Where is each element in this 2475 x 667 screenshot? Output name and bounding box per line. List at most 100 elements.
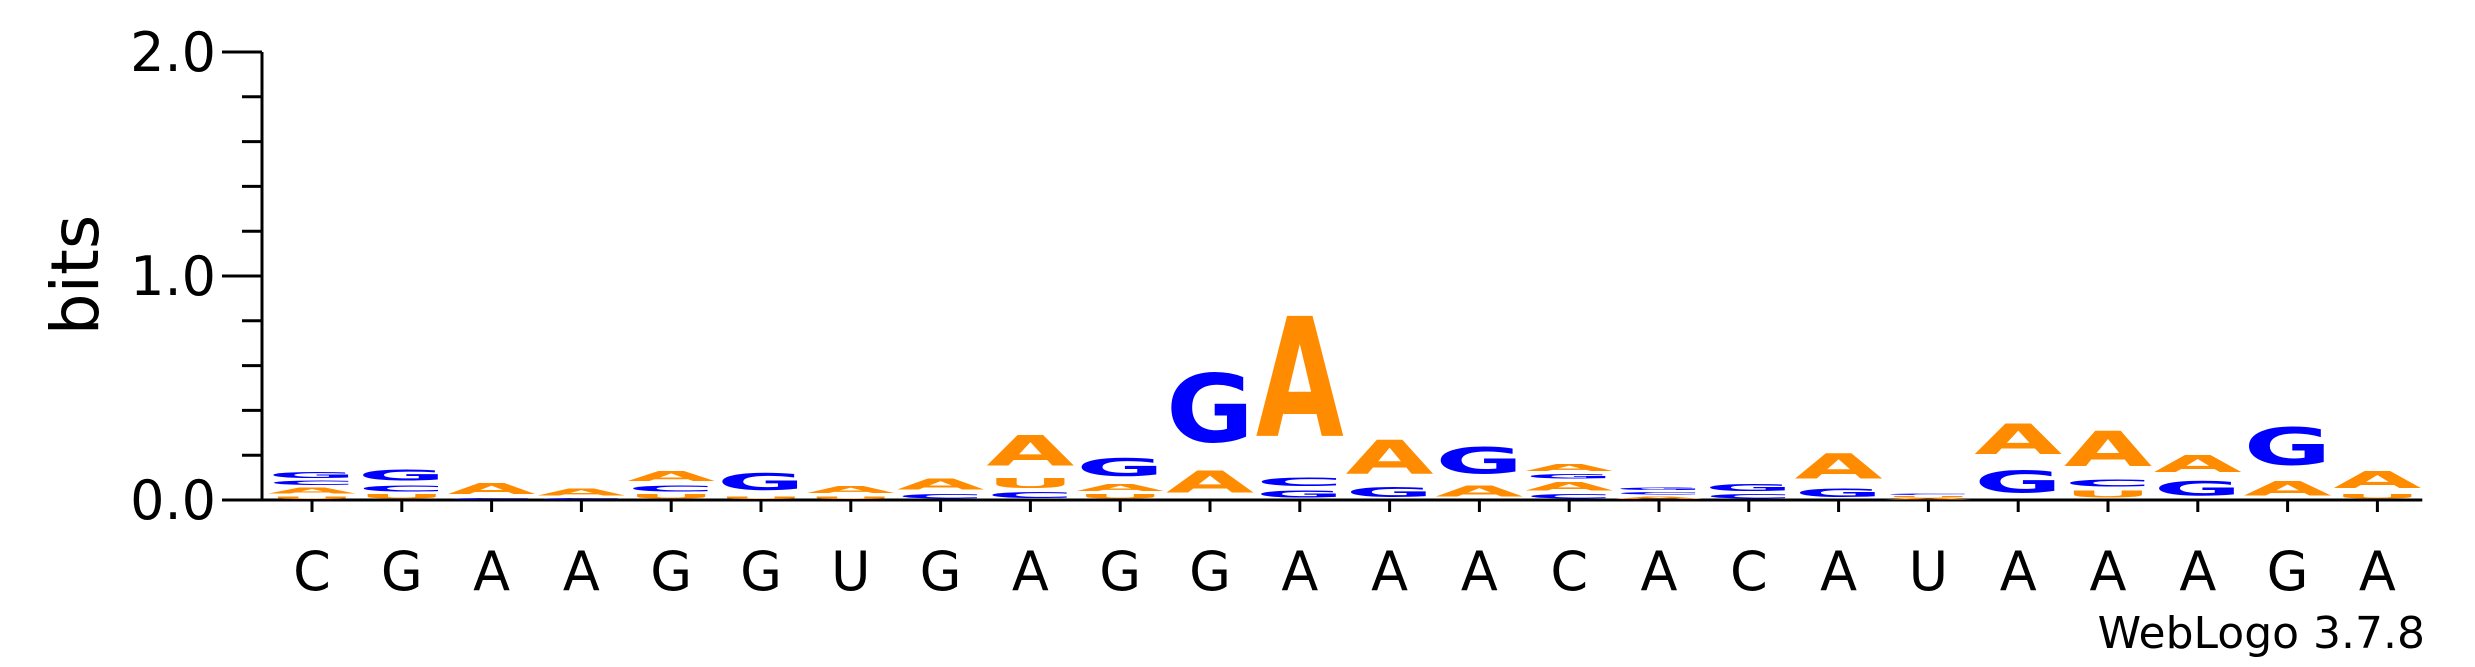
logo-glyph-g: G bbox=[717, 469, 805, 496]
glyph-letter: U bbox=[1884, 496, 1972, 498]
position-label: A bbox=[1461, 540, 1498, 603]
position-label: A bbox=[2359, 540, 2396, 603]
position-label: A bbox=[2179, 540, 2216, 603]
glyph-letter: A bbox=[1346, 431, 1434, 484]
logo-glyph-g: G bbox=[1705, 482, 1793, 493]
position-label: A bbox=[2090, 540, 2127, 603]
position-label: A bbox=[1371, 540, 1408, 603]
glyph-letter: C bbox=[897, 493, 985, 500]
glyph-letter: G bbox=[1166, 355, 1254, 464]
logo-glyph-a: A bbox=[1884, 498, 1972, 500]
logo-glyph-c: C bbox=[358, 484, 446, 493]
glyph-letter: A bbox=[2244, 478, 2332, 500]
glyph-letter: G bbox=[268, 471, 356, 480]
logo-glyph-c: C bbox=[986, 491, 1074, 500]
logo-glyph-c: C bbox=[2064, 478, 2152, 489]
logo-glyph-g: G bbox=[1615, 487, 1703, 491]
glyph-letter: G bbox=[717, 469, 805, 496]
logo-glyph-g: G bbox=[2154, 478, 2242, 500]
position-label: U bbox=[831, 540, 871, 603]
glyph-letter: U bbox=[627, 493, 715, 500]
glyph-letter: U bbox=[717, 496, 805, 500]
logo-glyph-u: U bbox=[717, 496, 805, 500]
logo-glyph-g: G bbox=[1076, 453, 1164, 482]
logo-glyph-g: G bbox=[2244, 417, 2332, 477]
position-label: C bbox=[1730, 540, 1768, 603]
logo-glyph-u: U bbox=[1884, 496, 1972, 498]
glyph-letter: A bbox=[1795, 446, 1883, 486]
logo-glyph-a: A bbox=[2064, 422, 2153, 478]
y-tick-label: 0.0 bbox=[130, 469, 216, 532]
glyph-letter: A bbox=[1525, 480, 1614, 493]
logo-glyph-a: A bbox=[268, 487, 356, 496]
logo-glyph-g: G bbox=[358, 467, 446, 485]
glyph-letter: A bbox=[537, 487, 626, 498]
logo-glyph-g: G bbox=[1346, 485, 1434, 501]
position-label: G bbox=[381, 540, 423, 603]
position-label: A bbox=[473, 540, 510, 603]
position-label: A bbox=[1281, 540, 1318, 603]
glyph-letter: C bbox=[2064, 478, 2152, 489]
glyph-letter: G bbox=[1974, 464, 2062, 500]
logo-glyph-c: C bbox=[1615, 491, 1703, 495]
glyph-letter: A bbox=[807, 484, 896, 495]
logo-glyph-u: U bbox=[807, 496, 895, 500]
glyph-letter: U bbox=[2333, 493, 2421, 500]
logo-glyph-u: U bbox=[358, 493, 446, 500]
glyph-letter: U bbox=[2064, 489, 2152, 500]
logo-glyph-a: A bbox=[1795, 446, 1883, 486]
credit-label: WebLogo 3.7.8 bbox=[2098, 608, 2425, 659]
logo-glyph-a: A bbox=[1525, 462, 1614, 473]
logo-glyph-a: A bbox=[1076, 482, 1165, 493]
glyph-letter: U bbox=[986, 476, 1074, 492]
logo-glyph-a: A bbox=[1435, 482, 1523, 500]
glyph-letter: G bbox=[1795, 487, 1883, 500]
glyph-letter: A bbox=[1884, 498, 1972, 500]
position-label: C bbox=[1550, 540, 1588, 603]
logo-glyph-c: C bbox=[627, 484, 715, 493]
glyph-letter: A bbox=[1525, 462, 1614, 473]
glyph-letter: A bbox=[986, 426, 1074, 475]
logo-glyph-g: G bbox=[1256, 489, 1344, 500]
logo-glyph-u: U bbox=[268, 496, 356, 500]
logo-glyph-g: G bbox=[1795, 487, 1883, 500]
logo-glyph-u: U bbox=[2064, 489, 2152, 500]
position-label: A bbox=[563, 540, 600, 603]
logo-glyph-a: A bbox=[537, 487, 626, 498]
logo-glyph-a: A bbox=[627, 469, 715, 485]
glyph-letter: C bbox=[627, 484, 715, 493]
logo-glyph-a: A bbox=[807, 484, 896, 495]
logo-glyph-u: U bbox=[986, 476, 1074, 492]
glyph-letter: C bbox=[1884, 493, 1972, 495]
logo-glyph-c: C bbox=[1705, 493, 1793, 500]
logo-glyph-a: A bbox=[448, 480, 536, 498]
logo-glyph-a: A bbox=[1256, 285, 1344, 476]
position-label: G bbox=[1189, 540, 1231, 603]
logo-glyph-c: C bbox=[537, 498, 625, 500]
logo-glyph-a: A bbox=[1346, 431, 1434, 484]
y-tick-label: 1.0 bbox=[130, 245, 216, 308]
logo-glyph-c: C bbox=[897, 493, 985, 500]
y-tick-label: 2.0 bbox=[130, 21, 216, 84]
logo-glyph-a: A bbox=[2244, 478, 2332, 500]
glyph-letter: C bbox=[1615, 491, 1703, 495]
logo-glyph-a: A bbox=[2333, 467, 2422, 494]
logo-glyph-a: A bbox=[1974, 415, 2062, 464]
glyph-letter: U bbox=[268, 496, 356, 500]
y-axis-label: bits bbox=[37, 215, 114, 336]
glyph-letter: A bbox=[1166, 464, 1255, 500]
position-label: C bbox=[293, 540, 331, 603]
glyph-letter: C bbox=[268, 480, 356, 487]
glyph-letter: A bbox=[1435, 482, 1523, 500]
glyph-letter: U bbox=[807, 496, 895, 500]
glyph-letter: A bbox=[627, 469, 715, 485]
glyph-letter: G bbox=[1435, 440, 1523, 482]
glyph-letter: C bbox=[1705, 493, 1793, 500]
glyph-letter: U bbox=[358, 493, 446, 500]
logo-glyph-c: C bbox=[1884, 493, 1972, 495]
logo-glyph-a: A bbox=[986, 426, 1074, 475]
glyph-letter: C bbox=[537, 498, 625, 500]
glyph-letter: A bbox=[1256, 285, 1344, 476]
glyph-letter: G bbox=[2154, 478, 2242, 500]
